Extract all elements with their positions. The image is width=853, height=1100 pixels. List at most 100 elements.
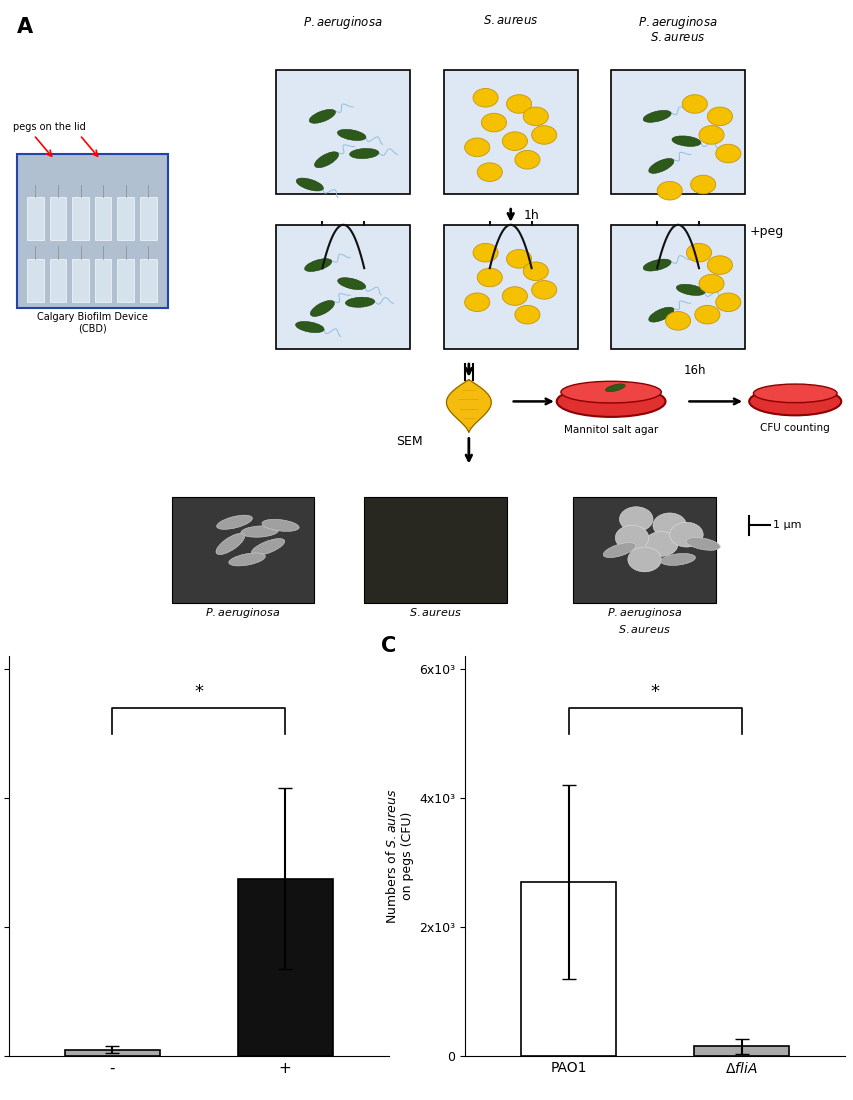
Circle shape (706, 107, 732, 125)
Circle shape (473, 88, 497, 107)
Bar (611, 70, 744, 194)
Text: 1 μm: 1 μm (772, 520, 800, 530)
Circle shape (664, 311, 690, 330)
Circle shape (698, 274, 723, 293)
Text: $\it{P. aeruginosa}$: $\it{P. aeruginosa}$ (637, 14, 717, 31)
Ellipse shape (660, 553, 694, 565)
Circle shape (502, 132, 527, 151)
Circle shape (690, 175, 715, 194)
Circle shape (618, 507, 653, 531)
Circle shape (698, 125, 723, 144)
Ellipse shape (648, 307, 673, 322)
Bar (27, 258, 44, 303)
Ellipse shape (337, 277, 365, 289)
Bar (693, 1046, 788, 1056)
Circle shape (531, 280, 556, 299)
Ellipse shape (642, 260, 670, 271)
Bar (49, 197, 67, 240)
Text: Mannitol salt agar: Mannitol salt agar (563, 425, 658, 435)
Circle shape (614, 526, 648, 550)
Y-axis label: Numbers of $\it{S. aureus}$
on pegs (CFU): Numbers of $\it{S. aureus}$ on pegs (CFU… (384, 789, 413, 924)
Text: pegs on the lid: pegs on the lid (13, 122, 85, 132)
Ellipse shape (314, 152, 338, 167)
Text: $\it{S. aureus}$: $\it{S. aureus}$ (482, 14, 538, 28)
Circle shape (706, 256, 732, 274)
Bar (140, 197, 156, 240)
Text: $\it{P. aeruginosa}$: $\it{P. aeruginosa}$ (606, 606, 682, 620)
Ellipse shape (305, 258, 331, 272)
Ellipse shape (217, 515, 252, 529)
Text: CFU counting: CFU counting (759, 424, 829, 433)
Circle shape (523, 262, 548, 280)
Text: *: * (650, 683, 659, 702)
Circle shape (514, 306, 539, 324)
Ellipse shape (685, 538, 719, 550)
Circle shape (464, 293, 490, 311)
Ellipse shape (310, 300, 334, 317)
Polygon shape (446, 379, 490, 432)
Circle shape (627, 547, 660, 572)
Circle shape (473, 243, 497, 262)
Circle shape (644, 531, 677, 557)
Bar (573, 497, 715, 603)
Circle shape (790, 386, 807, 398)
Ellipse shape (241, 526, 278, 537)
Bar (276, 224, 409, 349)
Text: 16h: 16h (682, 364, 705, 376)
Bar (72, 197, 89, 240)
Ellipse shape (345, 297, 374, 307)
Bar (444, 224, 577, 349)
Circle shape (502, 287, 527, 306)
Ellipse shape (309, 109, 335, 123)
Circle shape (653, 513, 686, 538)
Ellipse shape (602, 542, 635, 558)
Text: $\it{S. aureus}$: $\it{S. aureus}$ (618, 623, 670, 635)
Ellipse shape (605, 384, 624, 392)
Ellipse shape (752, 384, 836, 403)
Text: A: A (17, 18, 33, 37)
Circle shape (531, 125, 556, 144)
Ellipse shape (676, 284, 704, 296)
Text: Calgary Biofilm Device: Calgary Biofilm Device (37, 311, 148, 321)
Ellipse shape (560, 382, 660, 403)
Circle shape (657, 182, 682, 200)
Text: SEM: SEM (396, 436, 422, 449)
Text: (CBD): (CBD) (78, 324, 107, 334)
Circle shape (669, 522, 702, 547)
Text: *: * (194, 683, 203, 702)
Bar (117, 197, 134, 240)
Bar (520, 882, 616, 1056)
Ellipse shape (642, 110, 670, 122)
Circle shape (514, 151, 539, 169)
Ellipse shape (671, 136, 700, 146)
Circle shape (682, 95, 706, 113)
Circle shape (715, 144, 740, 163)
Text: C: C (381, 636, 396, 657)
Bar (140, 258, 156, 303)
Circle shape (523, 107, 548, 125)
Bar (364, 497, 506, 603)
Text: $\it{S. aureus}$: $\it{S. aureus}$ (649, 31, 705, 44)
Bar (27, 197, 44, 240)
Circle shape (464, 138, 490, 156)
Bar (171, 497, 314, 603)
Bar (95, 258, 112, 303)
Bar (237, 879, 333, 1056)
Circle shape (715, 293, 740, 311)
Circle shape (624, 387, 638, 397)
Bar (444, 70, 577, 194)
Bar (49, 258, 67, 303)
Ellipse shape (296, 178, 323, 191)
Bar (72, 258, 89, 303)
Circle shape (477, 163, 502, 182)
Circle shape (477, 268, 502, 287)
Circle shape (694, 306, 719, 324)
Ellipse shape (229, 553, 265, 565)
Ellipse shape (748, 387, 840, 416)
Ellipse shape (648, 158, 673, 174)
Circle shape (686, 243, 711, 262)
Ellipse shape (349, 148, 379, 158)
Text: $\it{P. aeruginosa}$: $\it{P. aeruginosa}$ (205, 606, 281, 620)
Circle shape (506, 95, 531, 113)
Text: +peg: +peg (748, 224, 782, 238)
